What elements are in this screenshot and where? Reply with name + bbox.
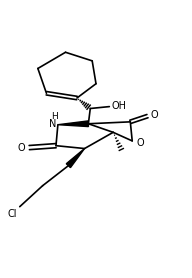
Text: O: O (151, 110, 159, 120)
Text: Cl: Cl (7, 208, 17, 219)
Text: N: N (49, 119, 56, 129)
Polygon shape (66, 148, 84, 168)
Text: H: H (51, 112, 58, 121)
Text: O: O (18, 143, 26, 153)
Text: OH: OH (111, 101, 126, 111)
Text: O: O (137, 138, 145, 148)
Polygon shape (58, 121, 89, 126)
